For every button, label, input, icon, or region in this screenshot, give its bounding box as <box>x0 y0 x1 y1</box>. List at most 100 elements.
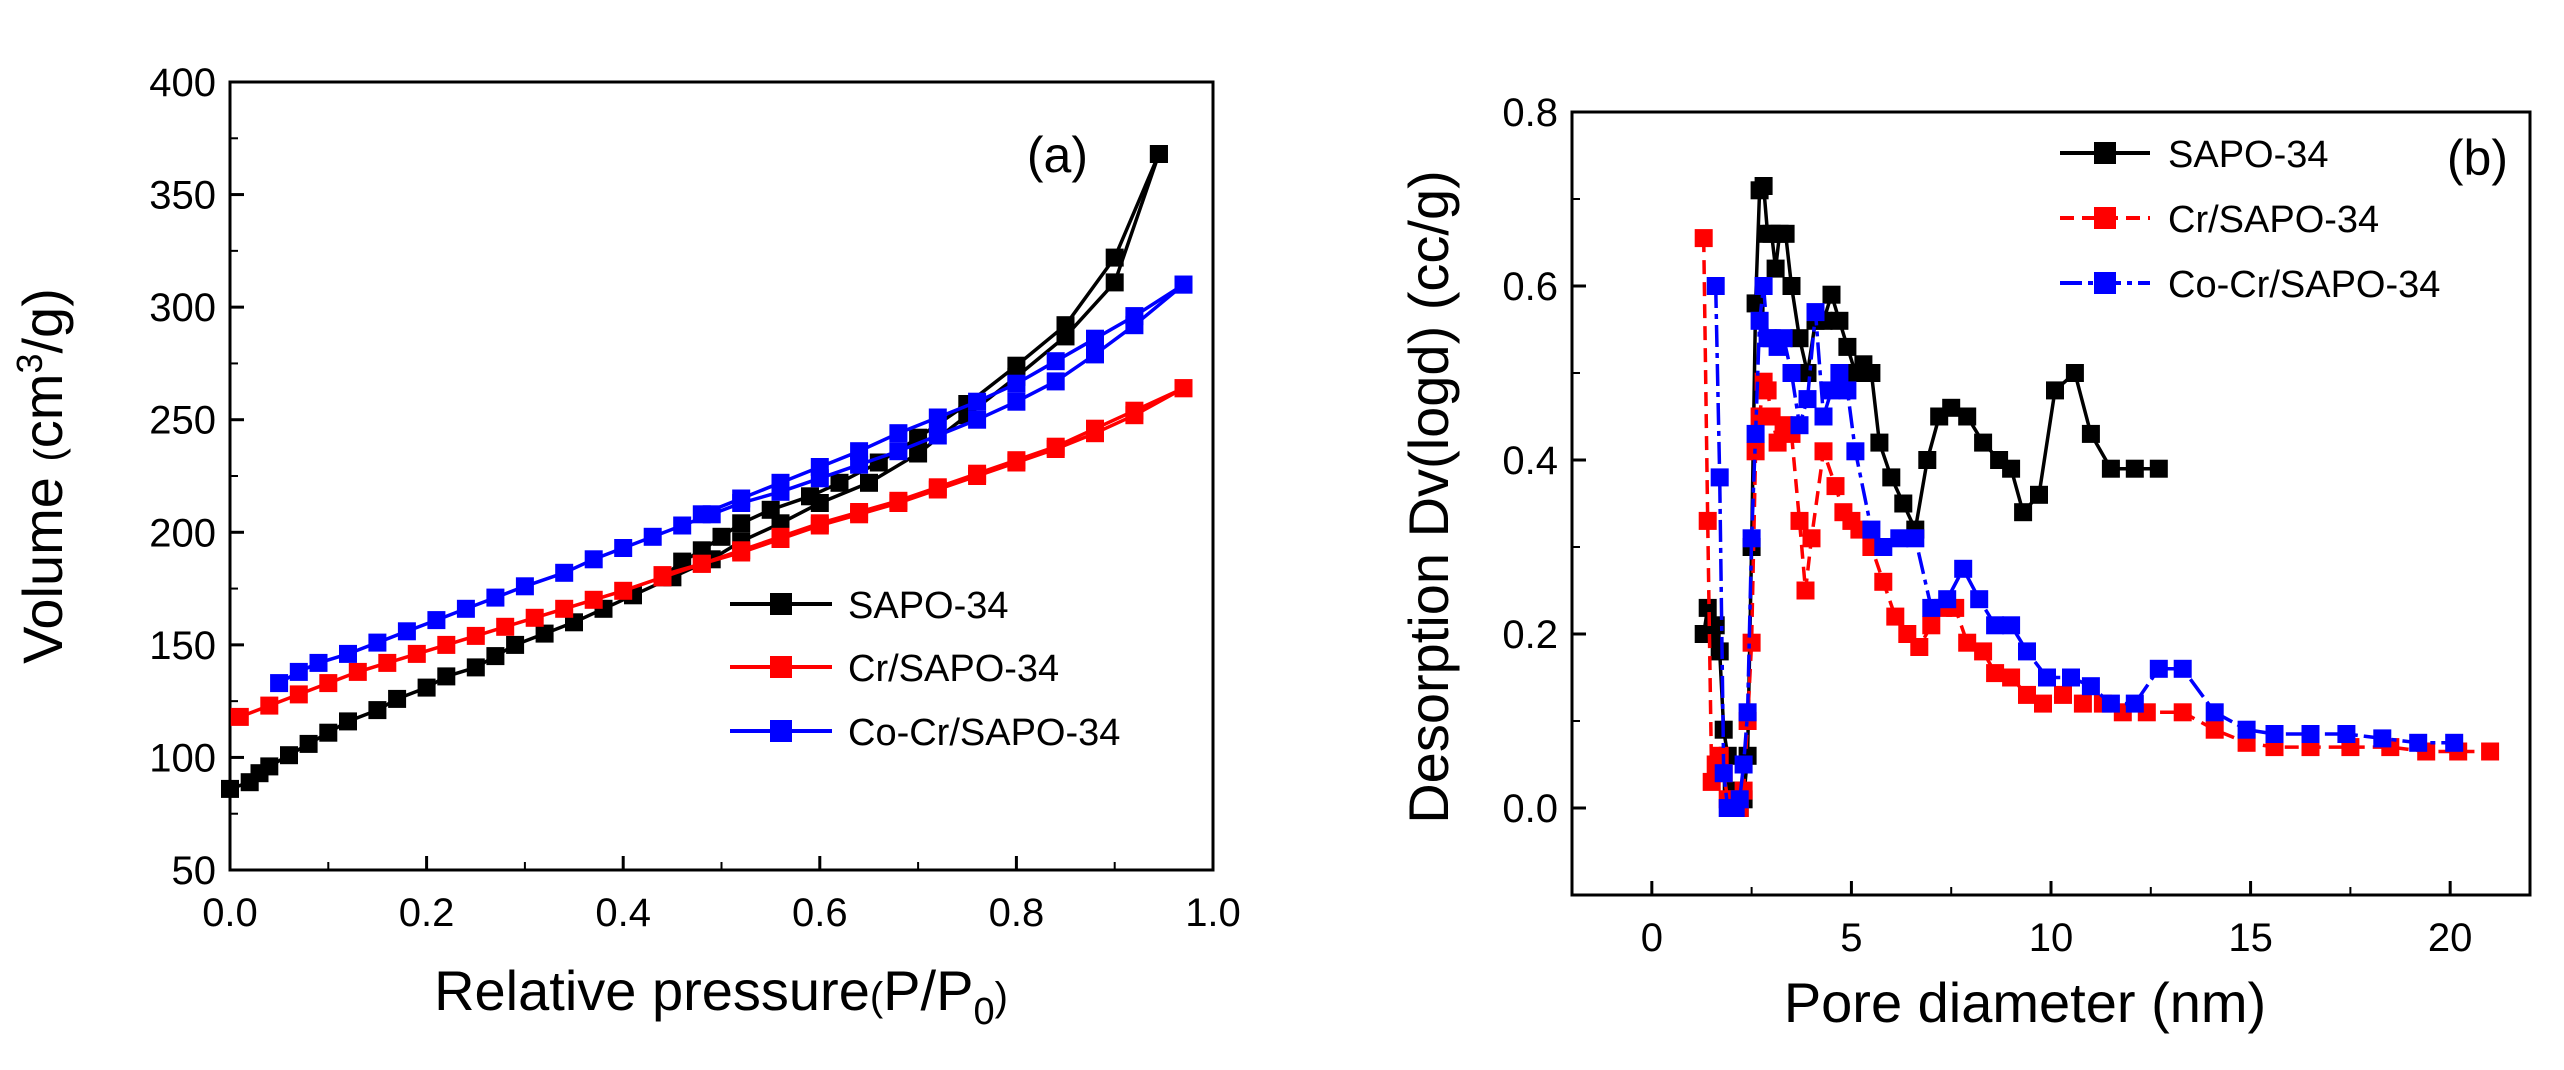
a-cocr-adsorption-point <box>1046 372 1065 391</box>
a-cr-adsorption-point <box>555 599 574 618</box>
b-cr-points-point <box>2002 668 2021 687</box>
a-x-tick-label: 0.8 <box>989 891 1045 935</box>
chart-b-ylabel: Desorption Dv(logd) (cc/g) <box>1397 170 1460 824</box>
chart-a-xlabel-paren-close: ) <box>995 975 1008 1019</box>
b-cocr-points-point <box>1738 703 1757 722</box>
a-cr-adsorption-point <box>230 707 249 726</box>
b-sapo34-points-point <box>2002 459 2021 478</box>
b-cocr-points-point <box>2149 659 2168 678</box>
b-cocr-points-point <box>1906 529 1925 548</box>
a-series-cr <box>230 379 1193 726</box>
chart-a-ylabel-paren-open: ( <box>27 448 71 462</box>
a-cocr-adsorption-point <box>397 622 416 641</box>
a-cr-desorption-point <box>1125 406 1144 425</box>
a-cocr-adsorption-point <box>427 611 446 630</box>
b-y-tick-label: 0.6 <box>1502 265 1558 309</box>
b-cocr-points-point <box>1862 520 1881 539</box>
a-cr-desorption-point <box>732 543 751 562</box>
b-sapo34-points-point <box>1918 451 1937 469</box>
a-cr-adsorption-point <box>496 617 515 636</box>
b-series-cocr <box>1706 277 2464 817</box>
b-y-tick-label: 0.2 <box>1502 613 1558 657</box>
b-cocr-points-point <box>1734 755 1753 774</box>
b-cocr-points-point <box>1922 598 1941 617</box>
a-cr-desorption-point <box>1046 440 1065 458</box>
chart-b-legend: SAPO-34 Cr/SAPO-34 Co-Cr/SAPO-34 <box>2060 134 2440 306</box>
b-x-tick-label: 5 <box>1840 916 1862 960</box>
a-cr-desorption-point <box>928 480 947 499</box>
a-cocr-desorption-point <box>928 408 947 427</box>
b-sapo34-points-point <box>2081 424 2100 443</box>
b-cr-points-point <box>1874 572 1893 591</box>
b-cr-points-point <box>1802 529 1821 548</box>
a-x-tick-label: 0.2 <box>399 891 455 935</box>
a-sapo34-adsorption-point <box>437 667 456 686</box>
b-cr-points-point <box>2481 742 2500 761</box>
a-cr-adsorption-point <box>466 626 485 645</box>
chart-a-legend: SAPO-34 Cr/SAPO-34 Co-Cr/SAPO-34 <box>730 585 1120 754</box>
b-cr-points-point <box>1694 229 1713 248</box>
a-cr-desorption-point <box>653 566 672 585</box>
a-cr-desorption-point <box>1007 453 1026 472</box>
b-sapo34-points-point <box>1776 224 1795 243</box>
a-cr-adsorption-point <box>437 635 456 654</box>
a-sapo34-adsorption-point <box>368 701 387 720</box>
chart-a-xlabel: Relative pressure(P/P0) <box>434 959 1008 1033</box>
a-cocr-adsorption-point <box>1086 345 1104 364</box>
b-sapo34-points-point <box>1942 398 1961 417</box>
a-x-tick-label: 0.0 <box>202 891 258 935</box>
a-sapo34-adsorption-point <box>417 678 436 697</box>
a-cocr-adsorption-point <box>968 410 987 429</box>
b-cocr-points-point <box>2062 668 2080 687</box>
b-sapo34-points-point <box>2014 503 2033 522</box>
chart-a-xlabel-subscript: 0 <box>973 991 994 1033</box>
b-cocr-points-point <box>1750 311 1769 330</box>
b-cocr-points-point <box>2409 733 2428 752</box>
b-sapo34-points-point <box>1830 311 1849 330</box>
a-sapo34-adsorption-point <box>299 734 318 753</box>
b-cocr-points-point <box>1790 416 1809 435</box>
b-cocr-points-point <box>1706 277 1725 295</box>
b-x-tick-label: 15 <box>2228 916 2273 960</box>
b-cocr-points-point <box>1970 590 1989 609</box>
a-sapo34-desorption-point <box>1056 316 1075 335</box>
a-x-tick-label: 0.4 <box>595 891 651 935</box>
a-cr-adsorption-point <box>319 674 338 693</box>
b-cocr-points-point <box>2002 616 2021 635</box>
legend-a-marker-sapo34 <box>770 593 792 615</box>
a-y-tick-label: 100 <box>149 736 216 780</box>
b-cocr-points-point <box>1954 559 1973 578</box>
legend-a-marker-cocr <box>770 720 792 742</box>
b-cr-points-point <box>1886 607 1905 626</box>
a-cr-adsorption-line <box>239 386 1185 719</box>
b-cocr-points-point <box>1754 277 1773 295</box>
a-x-tick-label: 0.6 <box>792 891 848 935</box>
a-cr-desorption-point <box>968 467 987 485</box>
b-cocr-points-point <box>1838 381 1857 400</box>
a-cocr-desorption-point <box>1086 329 1104 348</box>
b-y-tick-label: 0.4 <box>1502 439 1558 483</box>
b-cocr-points-point <box>1874 538 1893 556</box>
a-cocr-adsorption-point <box>289 662 308 681</box>
a-cocr-desorption-point <box>850 442 869 461</box>
legend-a-item-sapo34: SAPO-34 <box>730 585 1009 627</box>
a-cocr-adsorption-point <box>928 426 947 445</box>
b-cocr-points-point <box>2445 733 2464 752</box>
legend-b-label-cr: Cr/SAPO-34 <box>2168 199 2379 241</box>
b-x-tick-label: 10 <box>2029 916 2074 960</box>
b-cocr-points-point <box>2125 694 2144 713</box>
a-sapo34-adsorption-point <box>319 723 338 742</box>
b-sapo34-points-point <box>1698 598 1717 617</box>
a-y-tick-label: 200 <box>149 511 216 555</box>
a-sapo34-desorption-point <box>761 500 780 519</box>
b-cr-points-point <box>2205 720 2224 739</box>
b-cocr-points-point <box>2101 694 2120 713</box>
b-cocr-points-point <box>2265 725 2284 743</box>
a-sapo34-adsorption-point <box>260 757 279 776</box>
chart-a: 0.0 0.2 0.4 0.6 0.8 1.0 50 100 150 200 250 300 350 40… <box>9 61 1241 1033</box>
a-cr-desorption-point <box>771 530 790 548</box>
legend-b-marker-cocr <box>2094 272 2116 294</box>
b-sapo34-points-point <box>2149 459 2168 478</box>
b-cocr-points-point <box>1742 529 1761 548</box>
